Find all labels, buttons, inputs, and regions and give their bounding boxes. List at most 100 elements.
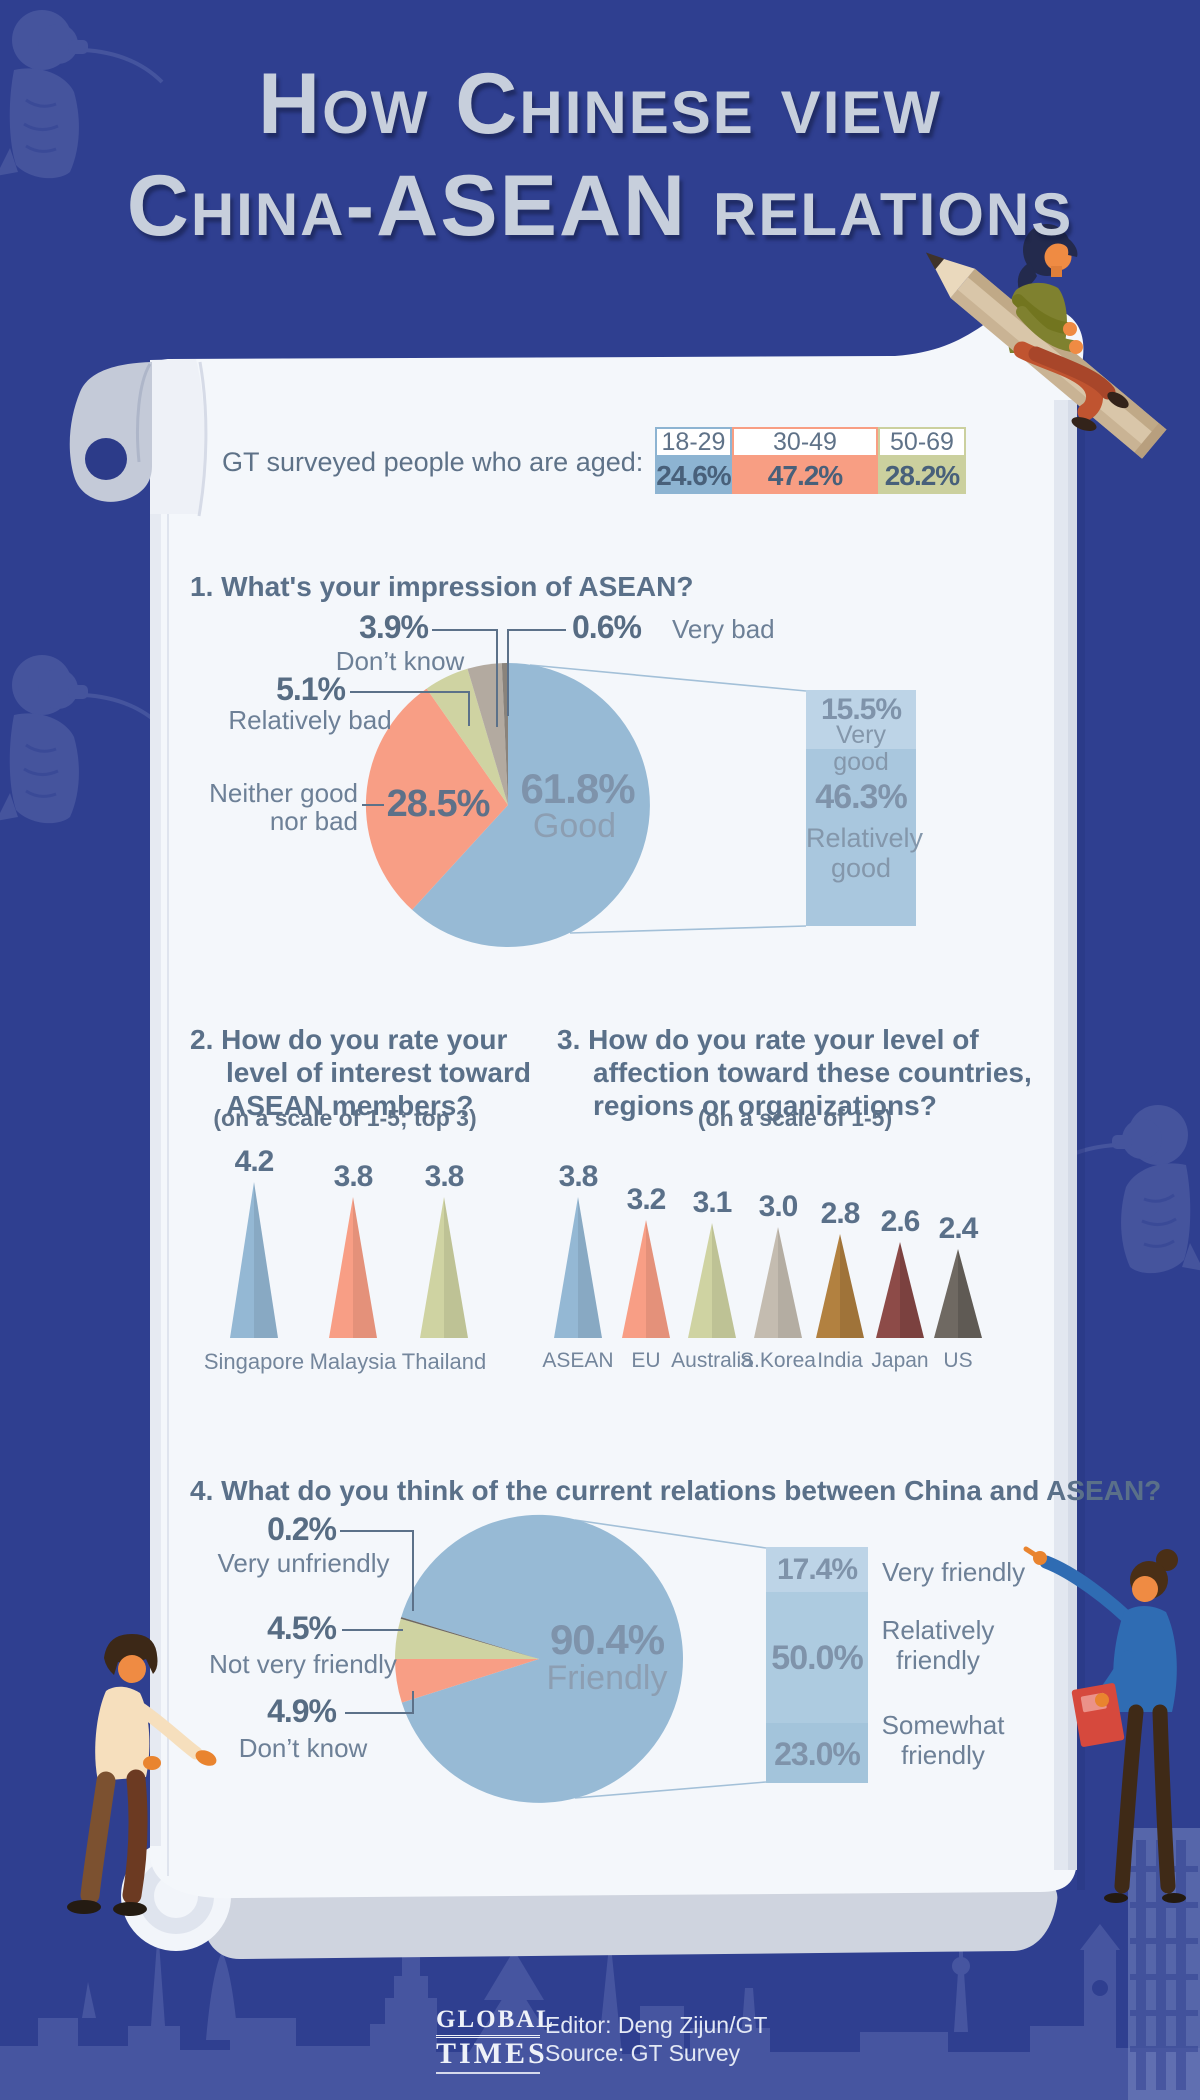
q3-label-us: US bbox=[943, 1349, 973, 1372]
q1-very-bad-label: Very bad bbox=[672, 614, 775, 644]
q4-dont-know-pct: 4.9% bbox=[267, 1693, 337, 1729]
q1-slice-good bbox=[412, 663, 650, 947]
logo-global: GLOBAL bbox=[436, 2006, 553, 2038]
page-title-line2: China-ASEAN relations bbox=[126, 158, 1074, 254]
q1-connector-very-bad bbox=[507, 629, 566, 716]
q3-label-asean: ASEAN bbox=[542, 1349, 614, 1372]
page-title-line1: How Chinese view bbox=[257, 56, 943, 152]
q4-slice-very-unfriendly bbox=[400, 1617, 539, 1659]
age-range-18-29: 18-29 bbox=[655, 427, 732, 457]
q3-value-india: 2.8 bbox=[820, 1197, 861, 1230]
q3-label-eu: EU bbox=[631, 1349, 661, 1372]
q3-triangle-asean bbox=[554, 1197, 602, 1338]
q1-relatively-good-pct: 46.3% bbox=[815, 778, 907, 816]
q4-bar-very-friendly bbox=[766, 1547, 868, 1592]
age-col-18-29: 18-29 24.6% bbox=[655, 427, 732, 494]
q3-scale-note: (on a scale of 1-5) bbox=[697, 1105, 893, 1131]
q3-triangle-australia bbox=[688, 1223, 736, 1338]
illustration-girl-with-pencil bbox=[925, 224, 1167, 459]
age-col-30-49: 30-49 47.2% bbox=[732, 427, 878, 494]
q3-label-japan: Japan bbox=[871, 1349, 929, 1372]
q1-slice-relatively-bad bbox=[426, 668, 508, 805]
q1-relatively-bad-pct: 5.1% bbox=[276, 671, 346, 707]
q4-relatively-friendly-label-line1: Relatively bbox=[881, 1615, 995, 1645]
q2-label-thailand: Thailand bbox=[401, 1349, 487, 1374]
q4-funnel-line-top bbox=[574, 1519, 767, 1549]
q2-triangle-thailand bbox=[420, 1197, 468, 1338]
source-credit: Source: GT Survey bbox=[545, 2040, 741, 2066]
q3-triangle-chart bbox=[554, 1197, 982, 1338]
q4-relatively-friendly-label-line2: friendly bbox=[896, 1645, 980, 1675]
q4-bar-somewhat-friendly bbox=[766, 1723, 868, 1783]
q2-scale-note: (on a scale of 1-5; top 3) bbox=[213, 1105, 477, 1131]
q4-connector-dont-know bbox=[345, 1691, 414, 1714]
q2-title: 2. How do you rate your level of interes… bbox=[190, 1024, 531, 1122]
q1-neither-label-line1: Neither good bbox=[209, 778, 358, 808]
q1-very-good-pct: 15.5% bbox=[820, 693, 902, 726]
q3-value-australia: 3.1 bbox=[692, 1186, 733, 1219]
q1-slice-neither bbox=[365, 688, 508, 910]
merlion-silhouette-left bbox=[0, 10, 164, 179]
q1-very-bad-pct: 0.6% bbox=[572, 609, 642, 645]
q2-label-malaysia: Malaysia bbox=[309, 1349, 397, 1374]
q2-triangle-malaysia bbox=[329, 1197, 377, 1338]
q1-good-pct: 61.8% bbox=[520, 765, 635, 812]
q4-slice-friendly bbox=[401, 1514, 684, 1803]
q2-triangle-chart bbox=[230, 1182, 468, 1338]
q2-value-malaysia: 3.8 bbox=[333, 1160, 374, 1193]
q4-slice-not-very-friendly bbox=[394, 1618, 539, 1659]
age-pct-30-49: 47.2% bbox=[732, 457, 878, 494]
q4-somewhat-friendly-label-line1: Somewhat bbox=[881, 1710, 1005, 1740]
illustration-man bbox=[67, 1634, 217, 1916]
q4-connector-very-unfriendly bbox=[340, 1530, 414, 1611]
q4-very-friendly-pct: 17.4% bbox=[776, 1553, 858, 1586]
q1-connector-dont-know bbox=[432, 629, 498, 727]
q1-connector-relatively-bad bbox=[350, 691, 470, 726]
q3-value-asean: 3.8 bbox=[558, 1160, 599, 1193]
q1-bar-very-good bbox=[806, 690, 916, 749]
q4-slice-dont-know bbox=[395, 1659, 539, 1703]
q1-pie-chart bbox=[350, 629, 916, 947]
q4-friendly-pct: 90.4% bbox=[549, 1616, 665, 1663]
q4-funnel-line-bottom bbox=[574, 1781, 767, 1799]
illustration-woman bbox=[1023, 1546, 1186, 1903]
skyline-silhouette bbox=[0, 1924, 1200, 2100]
q4-very-unfriendly-label: Very unfriendly bbox=[217, 1548, 390, 1578]
q3-value-japan: 2.6 bbox=[880, 1205, 921, 1238]
q4-friendly-label: Friendly bbox=[546, 1659, 668, 1697]
q1-relatively-good-label-line1: Relatively bbox=[806, 823, 924, 853]
survey-intro-label: GT surveyed people who are aged: bbox=[222, 447, 644, 477]
q3-label-india: India bbox=[817, 1349, 863, 1372]
q4-pie-chart bbox=[340, 1514, 868, 1803]
q4-very-unfriendly-pct: 0.2% bbox=[267, 1511, 337, 1547]
q3-title: 3. How do you rate your level of affecti… bbox=[557, 1024, 1032, 1122]
q1-very-good-label: Very good bbox=[833, 721, 889, 776]
q3-label-australia: Australia bbox=[671, 1349, 753, 1372]
q4-very-friendly-label: Very friendly bbox=[882, 1557, 1026, 1587]
q4-title: 4. What do you think of the current rela… bbox=[190, 1475, 1162, 1506]
age-group-table: 18-29 24.6% 30-49 47.2% 50-69 28.2% bbox=[655, 427, 966, 494]
q3-triangle-japan bbox=[876, 1242, 924, 1338]
q4-dont-know-label: Don’t know bbox=[238, 1733, 368, 1763]
q1-relatively-bad-label: Relatively bad bbox=[228, 705, 392, 735]
q1-dont-know-label: Don’t know bbox=[335, 646, 465, 676]
q1-funnel-line-top bbox=[529, 664, 807, 692]
scroll-hole bbox=[85, 438, 127, 480]
q3-triangle-skorea bbox=[754, 1227, 802, 1338]
q3-triangle-eu bbox=[622, 1220, 670, 1338]
logo-times: TIMES bbox=[436, 2037, 548, 2070]
q3-value-eu: 3.2 bbox=[626, 1183, 667, 1216]
q4-bar-relatively-friendly bbox=[766, 1592, 868, 1723]
q1-dont-know-pct: 3.9% bbox=[359, 609, 429, 645]
global-times-logo: GLOBAL TIMES bbox=[436, 2006, 553, 2074]
age-pct-50-69: 28.2% bbox=[878, 457, 966, 494]
q4-somewhat-friendly-pct: 23.0% bbox=[774, 1736, 861, 1772]
q2-value-thailand: 3.8 bbox=[424, 1160, 465, 1193]
age-pct-18-29: 24.6% bbox=[655, 457, 732, 494]
q1-slice-very-bad bbox=[501, 662, 508, 805]
q2-triangle-singapore bbox=[230, 1182, 278, 1338]
q3-value-skorea: 3.0 bbox=[758, 1190, 799, 1223]
q1-neither-label-line2: nor bad bbox=[269, 806, 358, 836]
